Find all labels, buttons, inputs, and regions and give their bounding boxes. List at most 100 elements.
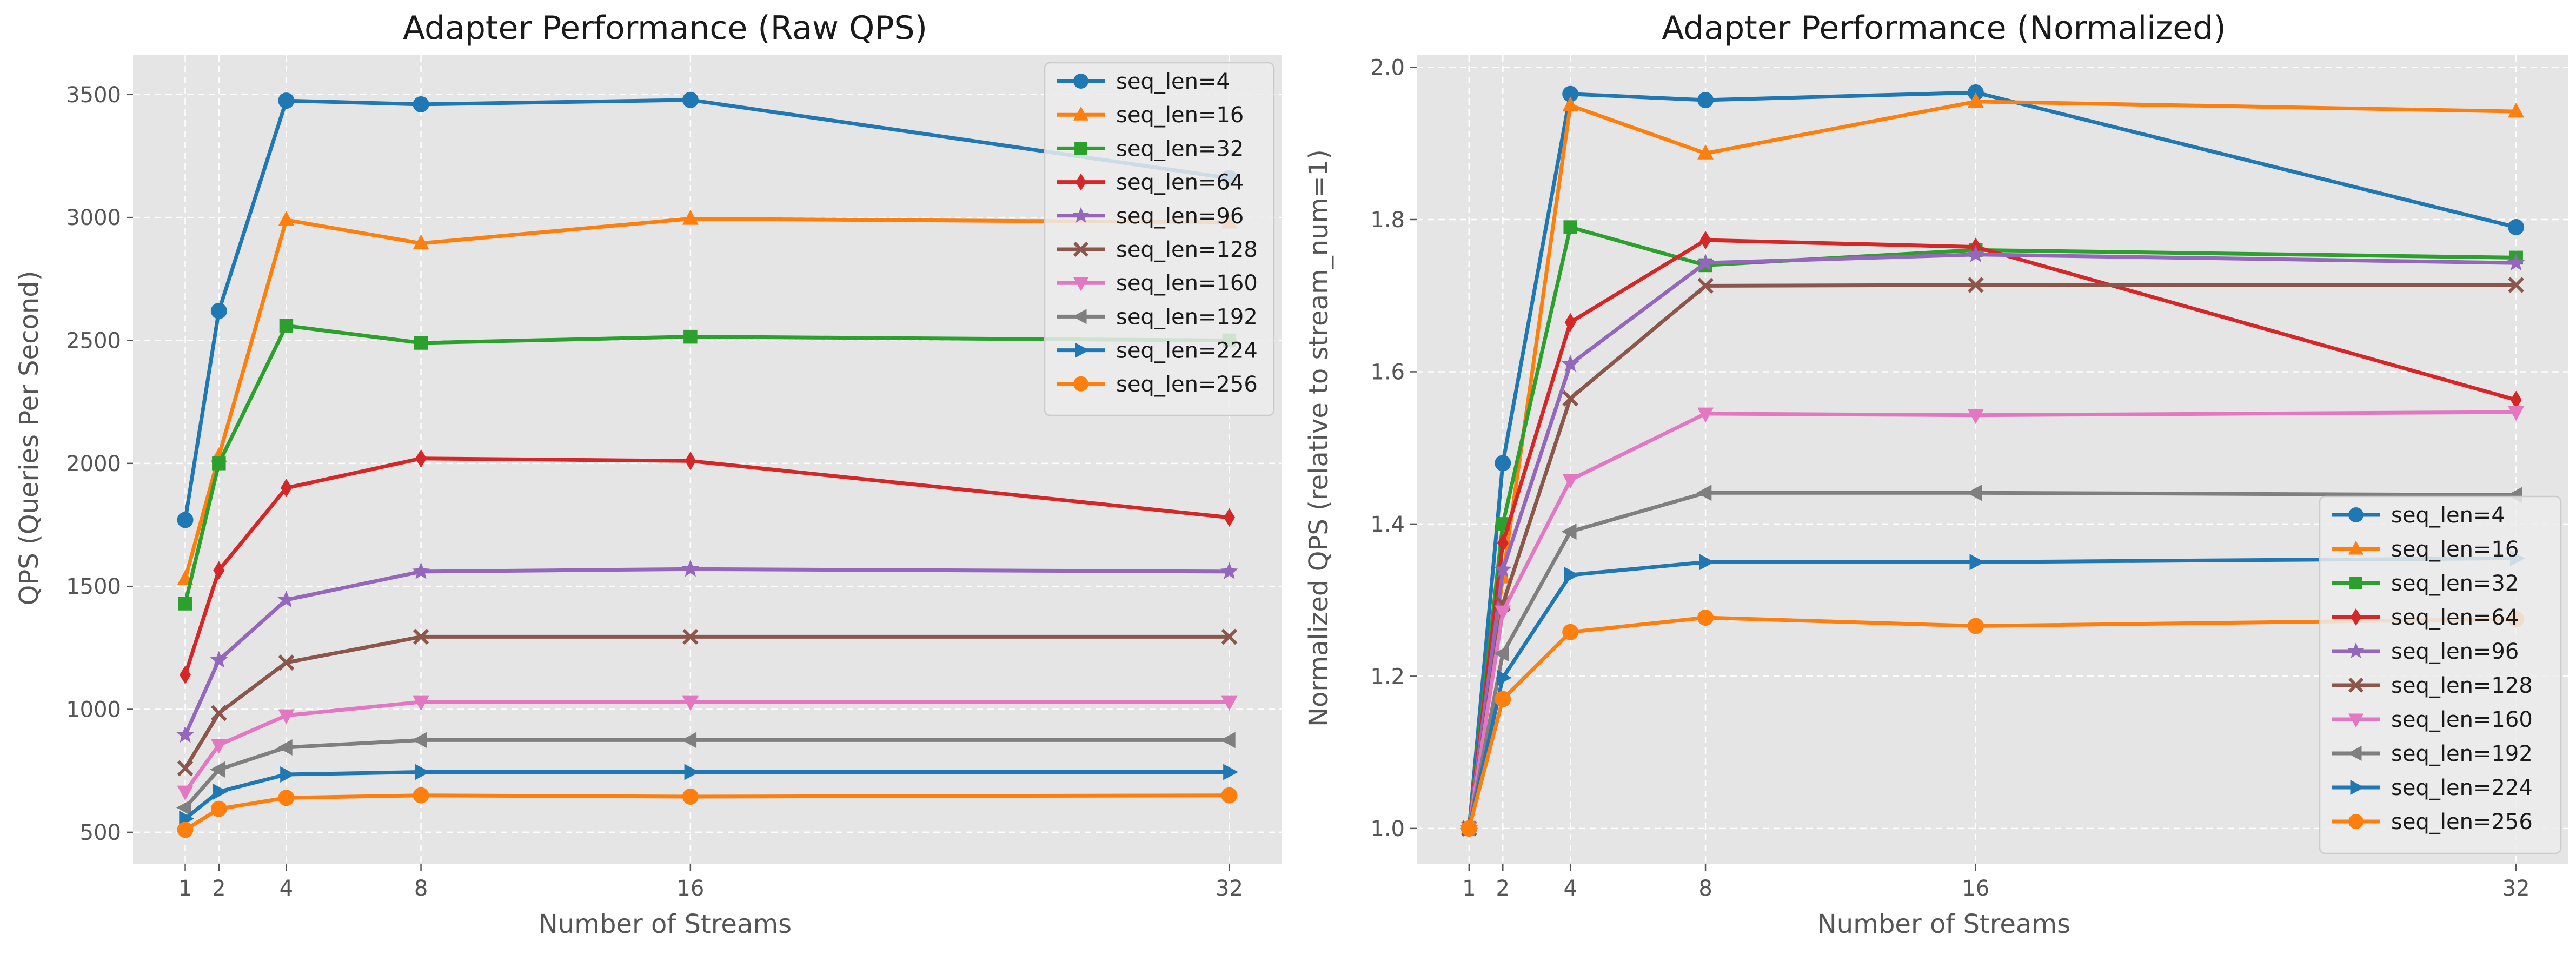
data-point: [176, 799, 191, 816]
data-point: [1221, 695, 1238, 711]
data-point: [1967, 92, 1984, 108]
x-axis-label: Number of Streams: [1817, 909, 2070, 939]
series-line: [183, 700, 1230, 793]
legend-entry: seq_len=192: [2332, 741, 2533, 766]
data-point: [1564, 313, 1576, 332]
legend-label: seq_len=96: [1116, 204, 1244, 229]
data-point: [279, 319, 294, 333]
legend-entry: seq_len=64: [2332, 605, 2519, 630]
series-line: [1467, 253, 2517, 829]
legend-label: seq_len=64: [2391, 605, 2519, 630]
y-tick-label: 1.4: [1370, 512, 1405, 537]
series-line: [183, 216, 1230, 580]
data-point: [1562, 85, 1579, 102]
legend-entry: seq_len=32: [1057, 136, 1244, 161]
data-point: [1493, 560, 1512, 578]
legend-entry: seq_len=32: [2332, 571, 2519, 596]
data-point: [210, 651, 228, 668]
data-point: [177, 822, 194, 838]
x-tick-label: 4: [1563, 876, 1577, 901]
legend-entry: seq_len=64: [1057, 170, 1244, 195]
y-tick-label: 500: [80, 820, 121, 845]
legend-marker: [2350, 780, 2365, 795]
x-tick-label: 16: [676, 876, 704, 901]
data-point: [1460, 820, 1477, 837]
data-point: [1497, 533, 1509, 553]
data-point: [1967, 84, 1984, 101]
data-point: [413, 96, 429, 112]
legend-marker: [1073, 74, 1088, 89]
legend-marker: [1072, 207, 1090, 223]
legend-marker: [1073, 376, 1088, 392]
legend-label: seq_len=192: [1116, 304, 1258, 329]
data-point: [210, 800, 227, 817]
x-tick-label: 8: [414, 876, 428, 901]
legend-entry: seq_len=128: [2332, 673, 2533, 698]
data-point: [210, 739, 227, 754]
data-point: [213, 783, 228, 800]
data-point: [2508, 219, 2525, 236]
data-point: [1697, 144, 1714, 160]
legend-entry: seq_len=192: [1057, 304, 1258, 329]
series-line: [183, 634, 1230, 770]
series-seq-len-160: [1460, 406, 2525, 838]
data-point: [278, 654, 295, 671]
y-tick-label: 3000: [66, 206, 121, 230]
data-point: [210, 761, 225, 778]
data-point: [178, 597, 192, 611]
legend-marker: [2348, 713, 2363, 728]
legend-label: seq_len=160: [1116, 271, 1258, 296]
y-tick-label: 1500: [66, 574, 121, 599]
legend-marker: [2348, 540, 2363, 555]
data-point: [177, 512, 194, 528]
x-axis-label: Number of Streams: [539, 909, 792, 939]
data-point: [1562, 96, 1579, 112]
data-point: [1697, 407, 1714, 423]
legend-label: seq_len=224: [2391, 776, 2533, 800]
legend-label: seq_len=224: [1116, 339, 1258, 363]
series-line: [183, 456, 1230, 675]
y-tick-label: 3500: [66, 83, 121, 108]
data-point: [1495, 455, 1511, 472]
y-tick-label: 1.0: [1370, 817, 1405, 842]
x-tick-label: 2: [212, 876, 225, 901]
data-point: [1497, 670, 1512, 686]
legend-marker: [1073, 106, 1088, 121]
data-point: [1220, 732, 1236, 748]
data-point: [1697, 610, 1714, 626]
legend-box: [1044, 62, 1275, 416]
y-axis-label: QPS (Queries Per Second): [14, 271, 44, 606]
legend-label: seq_len=16: [2391, 537, 2519, 562]
y-tick-label: 2500: [66, 328, 121, 353]
series-line: [183, 323, 1230, 604]
legend-entry: seq_len=16: [2332, 537, 2519, 562]
data-point: [413, 787, 429, 804]
data-point: [280, 479, 292, 498]
legend-label: seq_len=256: [2391, 810, 2533, 834]
legend-marker: [2348, 814, 2363, 829]
data-point: [1696, 254, 1715, 271]
data-point: [280, 766, 295, 783]
data-point: [415, 764, 430, 780]
x-tick-label: 2: [1496, 876, 1510, 901]
legend: seq_len=4 seq_len=16 seq_len=32 seq_len=64s…: [2319, 495, 2562, 854]
data-point: [210, 705, 227, 721]
data-point: [1561, 355, 1579, 372]
data-point: [413, 695, 429, 711]
data-point: [1967, 485, 1982, 501]
series-line: [1467, 615, 2517, 829]
data-point: [1696, 485, 1712, 501]
legend: seq_len=4 seq_len=16 seq_len=32 seq_len=64s…: [1044, 62, 1275, 416]
series-seq-len-128: [177, 628, 1238, 777]
legend-label: seq_len=256: [1116, 372, 1258, 397]
data-point: [2508, 277, 2525, 293]
data-point: [1223, 764, 1238, 780]
x-tick-label: 16: [1962, 876, 1989, 901]
data-point: [682, 628, 699, 645]
legend-label: seq_len=96: [2391, 639, 2519, 664]
x-tick-label: 4: [280, 876, 293, 901]
legend-entry: seq_len=4: [2332, 503, 2505, 528]
data-point: [278, 709, 295, 725]
x-tick-label: 32: [2502, 876, 2530, 901]
data-point: [2508, 102, 2525, 118]
